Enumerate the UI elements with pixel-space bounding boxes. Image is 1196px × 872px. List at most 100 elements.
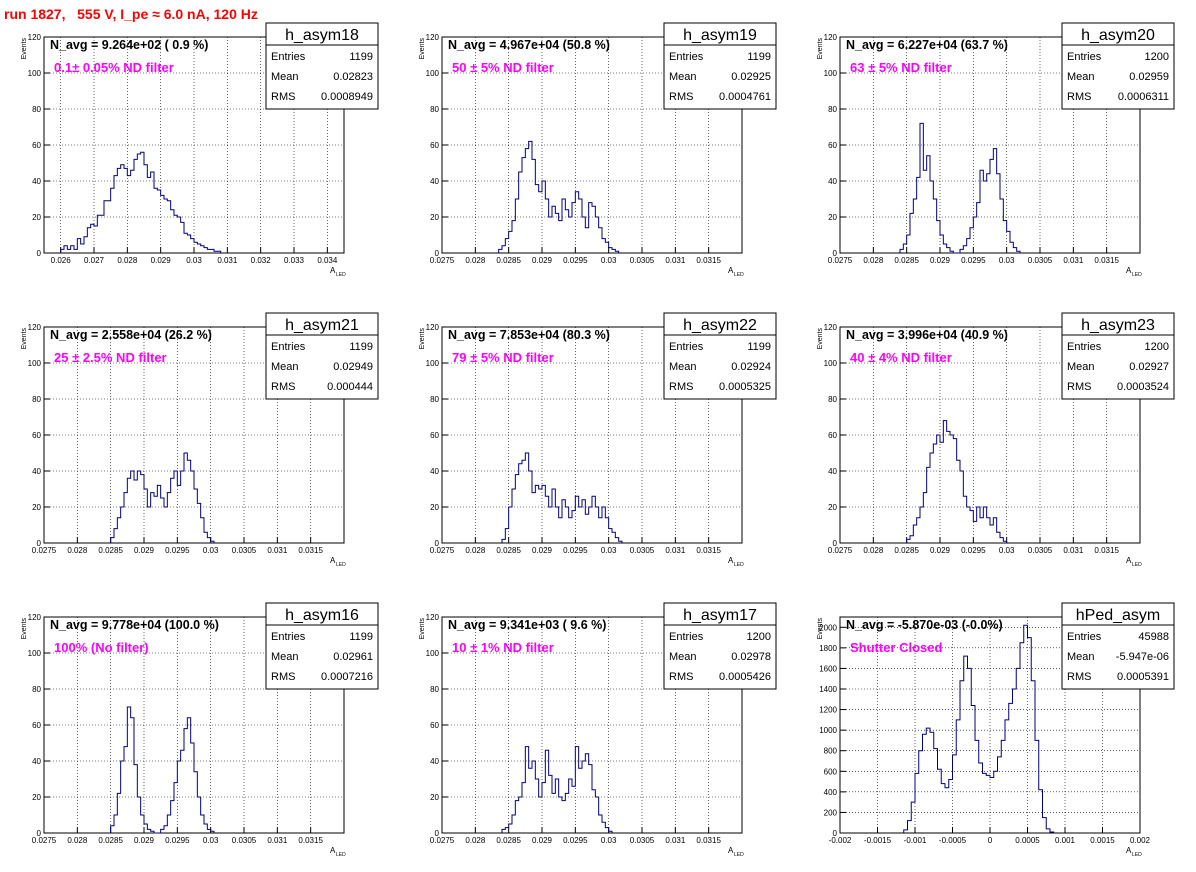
navg-text: N_avg = -5.870e-03 (-0.0%) (846, 618, 1003, 632)
stats-label-entries: Entries (1067, 51, 1102, 63)
stats-value-mean: 0.02927 (1129, 361, 1169, 373)
navg-text: N_avg = 7.853e+04 (80.3 %) (448, 328, 610, 342)
histogram-series-hPed_asym (903, 624, 1055, 833)
y-axis-label: Events (419, 618, 426, 640)
histogram-panel-h_asym16: 0.0275 0.028 0.0285 0.029 0.0295 0.03 0.0305 0.… (21, 602, 379, 858)
x-tick-label: 0.029 (532, 836, 553, 845)
stats-value-rms: 0.0006311 (1118, 91, 1169, 103)
x-axis-label: A (1126, 846, 1132, 855)
y-tick-label: 120 (426, 323, 440, 332)
histogram-name: h_asym21 (285, 317, 359, 334)
x-tick-label: 0.031 (1063, 256, 1084, 265)
stats-box (663, 602, 777, 690)
x-tick-label: 0.029 (151, 256, 172, 265)
stats-value-mean: 0.02959 (1129, 71, 1169, 83)
y-tick-label: 120 (824, 33, 838, 42)
y-tick-label: 0 (833, 249, 838, 258)
y-tick-label: 120 (824, 323, 838, 332)
stats-box (265, 312, 379, 400)
x-tick-label: 0.0305 (1028, 256, 1053, 265)
y-axis-label: Events (817, 328, 824, 350)
histogram-panel-h_asym23: 0.0275 0.028 0.0285 0.029 0.0295 0.03 0.0305 0.… (817, 312, 1175, 568)
y-tick-label: 60 (430, 431, 439, 440)
navg-text: N_avg = 4.967e+04 (50.8 %) (448, 38, 610, 52)
x-axis-label-subscript: LED (734, 272, 744, 278)
y-tick-label: 40 (828, 177, 837, 186)
y-tick-label: 0 (833, 539, 838, 548)
x-axis-label-subscript: LED (734, 562, 744, 568)
navg-text: N_avg = 9.264e+02 ( 0.9 %) (50, 38, 208, 52)
stats-box (1061, 312, 1175, 400)
y-tick-label: 120 (28, 323, 42, 332)
stats-value-rms: 0.000444 (327, 381, 373, 393)
x-tick-label: 0.031 (1063, 546, 1084, 555)
stats-value-rms: 0.0005391 (1117, 671, 1169, 683)
histogram-panel-hPed_asym: -0.002 -0.0015 -0.001 -0.0005 0 0.0005 0.001 0.… (817, 602, 1175, 858)
x-tick-label: 0.0315 (1094, 546, 1119, 555)
x-tick-label: -0.0015 (864, 836, 892, 845)
y-axis-label: Events (21, 618, 28, 640)
y-tick-label: 60 (828, 141, 837, 150)
y-tick-label: 100 (28, 649, 42, 658)
stats-label-rms: RMS (1067, 671, 1091, 683)
y-tick-label: 80 (32, 685, 41, 694)
stats-value-entries: 1200 (1145, 51, 1169, 63)
y-tick-label: 1000 (819, 726, 837, 735)
y-tick-label: 0 (435, 829, 440, 838)
y-axis-label: Events (21, 38, 28, 60)
y-tick-label: 60 (32, 431, 41, 440)
y-tick-label: 20 (32, 213, 41, 222)
stats-value-entries: 1199 (747, 341, 771, 353)
y-tick-label: 400 (824, 788, 838, 797)
y-tick-label: 60 (430, 141, 439, 150)
histogram-name: h_asym18 (285, 27, 359, 44)
histogram-name: h_asym23 (1081, 317, 1155, 334)
filter-annotation: 63 ± 5% ND filter (850, 60, 952, 75)
x-axis-label-subscript: LED (1132, 562, 1142, 568)
histogram-series-h_asym21 (110, 452, 215, 543)
y-tick-label: 1200 (819, 706, 837, 715)
x-tick-label: 0.0305 (630, 256, 655, 265)
stats-value-entries: 1199 (349, 341, 373, 353)
y-tick-label: 2000 (819, 623, 837, 632)
y-tick-label: 100 (28, 69, 42, 78)
x-tick-label: 0.0275 (430, 546, 455, 555)
filter-annotation: 100% (No filter) (54, 640, 149, 655)
histogram-name: h_asym17 (683, 607, 757, 624)
x-axis-label-subscript: LED (1132, 272, 1142, 278)
x-tick-label: 0.0285 (894, 256, 919, 265)
x-axis-label: A (330, 556, 336, 565)
x-tick-label: 0.029 (134, 546, 155, 555)
x-tick-label: 0.0305 (1028, 546, 1053, 555)
y-tick-label: 60 (32, 141, 41, 150)
y-tick-label: 60 (828, 431, 837, 440)
stats-label-mean: Mean (669, 651, 697, 663)
x-tick-label: 0.031 (665, 256, 686, 265)
x-tick-label: 0.0315 (298, 546, 323, 555)
stats-label-entries: Entries (271, 51, 306, 63)
y-tick-label: 60 (32, 721, 41, 730)
y-tick-label: 100 (824, 69, 838, 78)
stats-value-rms: 0.0004761 (719, 91, 771, 103)
stats-label-entries: Entries (1067, 631, 1102, 643)
stats-label-mean: Mean (271, 71, 299, 83)
x-tick-label: 0.0305 (630, 546, 655, 555)
x-tick-label: 0.0275 (828, 256, 853, 265)
y-axis-label: Events (419, 328, 426, 350)
x-tick-label: 0.03 (601, 546, 617, 555)
y-tick-label: 100 (824, 359, 838, 368)
stats-value-entries: 1200 (747, 631, 771, 643)
x-tick-label: 0.0285 (98, 836, 123, 845)
x-tick-label: 0.002 (1130, 836, 1151, 845)
y-tick-label: 1800 (819, 644, 837, 653)
histogram-name: h_asym20 (1081, 27, 1155, 44)
y-tick-label: 0 (833, 829, 838, 838)
x-tick-label: 0.028 (863, 256, 884, 265)
y-tick-label: 80 (430, 105, 439, 114)
x-tick-label: 0.0305 (232, 836, 257, 845)
x-tick-label: 0.0295 (563, 836, 588, 845)
x-tick-label: 0.0305 (232, 546, 257, 555)
y-tick-label: 80 (430, 685, 439, 694)
histogram-series-h_asym22 (501, 452, 623, 543)
